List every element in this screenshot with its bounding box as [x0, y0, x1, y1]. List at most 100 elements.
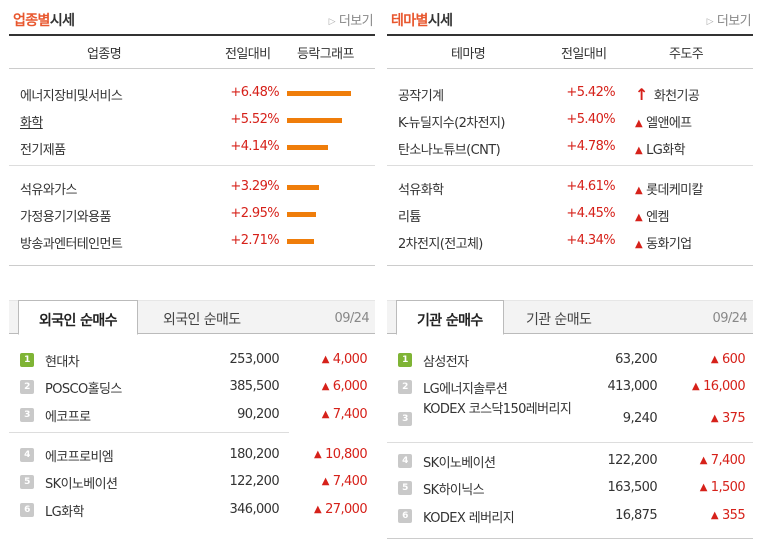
theme-row[interactable]: 석유화학 +4.61% ▲ 롯데케미칼	[387, 174, 753, 201]
industry-name[interactable]: 가정용기기와용품	[20, 210, 111, 225]
theme-leader[interactable]: ▲ LG화학	[635, 139, 686, 158]
foreign-row[interactable]: 1 현대차 253,000 ▲ 4,000	[9, 349, 375, 375]
theme-leader-name[interactable]: 엔켐	[646, 210, 669, 225]
stock-name[interactable]: LG화학	[45, 505, 84, 520]
theme-row[interactable]: 탄소나노튜브(CNT) +4.78% ▲ LG화학	[387, 134, 753, 161]
theme-more-link[interactable]: ▷ 더보기	[706, 14, 752, 29]
theme-change: +4.45%	[566, 206, 615, 221]
theme-leader-name[interactable]: 엘앤에프	[646, 116, 692, 131]
rank-badge: 1	[398, 353, 412, 367]
foreign-row[interactable]: 4 에코프로비엠 180,200 ▲ 10,800	[9, 444, 375, 470]
stock-price: 346,000	[229, 502, 279, 517]
up-triangle-icon: ▲	[699, 482, 708, 493]
theme-leader-name[interactable]: 화천기공	[653, 89, 700, 104]
stock-name[interactable]: 에코프로비엠	[45, 450, 114, 465]
institution-panel: 기관 순매수 기관 순매도 09/24 1 삼성전자 63,200 ▲ 600 2 LG에너…	[387, 300, 753, 543]
tab-institution-sell[interactable]: 기관 순매도	[526, 312, 592, 328]
industry-name[interactable]: 화학	[20, 116, 43, 131]
foreign-row[interactable]: 2 POSCO홀딩스 385,500 ▲ 6,000	[9, 376, 375, 402]
theme-name[interactable]: K-뉴딜지수(2차전지)	[398, 116, 505, 131]
theme-leader[interactable]: ▲ 엘앤에프	[635, 112, 692, 131]
industry-row[interactable]: 가정용기기와용품 +2.95%	[9, 201, 375, 228]
stock-name[interactable]: POSCO홀딩스	[45, 382, 122, 397]
col-industry-name: 업종명	[87, 47, 122, 62]
rank-badge: 2	[20, 380, 34, 394]
theme-name[interactable]: 탄소나노튜브(CNT)	[398, 143, 501, 158]
theme-name[interactable]: 석유화학	[398, 183, 444, 198]
stock-diff-value: 7,400	[332, 407, 368, 422]
institution-row[interactable]: 5 SK하이닉스 163,500 ▲ 1,500	[387, 477, 753, 503]
theme-leader-name[interactable]: 롯데케미칼	[646, 183, 703, 198]
institution-row[interactable]: 3 KODEX 코스닥150레버리지 9,240 ▲ 375	[387, 402, 753, 434]
industry-more-link[interactable]: ▷ 더보기	[328, 14, 374, 29]
stock-price: 180,200	[229, 447, 279, 462]
table-bottom-line	[387, 538, 753, 539]
theme-row[interactable]: 공작기계 +5.42% ↑ 화천기공	[387, 80, 753, 107]
stock-name[interactable]: SK하이닉스	[423, 483, 485, 498]
stock-diff-value: 375	[721, 411, 746, 426]
stock-name[interactable]: 삼성전자	[423, 355, 469, 370]
industry-change: +6.48%	[230, 85, 279, 100]
up-triangle-icon: ▲	[321, 354, 330, 365]
up-triangle-icon: ▲	[635, 212, 643, 223]
tab-foreign-sell[interactable]: 외국인 순매도	[163, 312, 241, 328]
theme-leader[interactable]: ▲ 동화기업	[635, 233, 692, 252]
foreign-row[interactable]: 5 SK이노베이션 122,200 ▲ 7,400	[9, 471, 375, 497]
up-triangle-icon: ▲	[635, 239, 643, 250]
industry-row[interactable]: 전기제품 +4.14%	[9, 134, 375, 161]
theme-header: 테마별시세 ▷ 더보기	[387, 0, 753, 36]
industry-row[interactable]: 에너지장비및서비스 +6.48%	[9, 80, 375, 107]
industry-change: +5.52%	[230, 112, 279, 127]
stock-name[interactable]: KODEX 레버리지	[423, 511, 515, 526]
institution-row[interactable]: 2 LG에너지솔루션 413,000 ▲ 16,000	[387, 376, 753, 402]
institution-row[interactable]: 1 삼성전자 63,200 ▲ 600	[387, 349, 753, 375]
industry-bar	[287, 145, 328, 150]
rank-badge: 3	[398, 412, 412, 426]
theme-leader[interactable]: ▲ 엔켐	[635, 206, 669, 225]
stock-name[interactable]: SK이노베이션	[423, 456, 496, 471]
stock-name[interactable]: SK이노베이션	[45, 477, 118, 492]
foreign-panel: 외국인 순매수 외국인 순매도 09/24 1 현대차 253,000 ▲ 4,000 2…	[9, 300, 375, 543]
theme-title[interactable]: 테마별시세	[391, 13, 453, 29]
industry-row[interactable]: 석유와가스 +3.29%	[9, 174, 375, 201]
theme-column-header: 테마명 전일대비 주도주	[387, 36, 753, 69]
institution-row[interactable]: 6 KODEX 레버리지 16,875 ▲ 355	[387, 505, 753, 531]
industry-row[interactable]: 방송과엔터테인먼트 +2.71%	[9, 228, 375, 255]
stock-name[interactable]: 에코프로	[45, 410, 91, 425]
stock-diff: ▲ 1,500	[699, 480, 746, 495]
stock-name[interactable]: LG에너지솔루션	[423, 382, 508, 397]
industry-header: 업종별시세 ▷ 더보기	[9, 0, 375, 36]
institution-row[interactable]: 4 SK이노베이션 122,200 ▲ 7,400	[387, 450, 753, 476]
theme-leader[interactable]: ↑ 화천기공	[635, 85, 700, 104]
rank-badge: 5	[398, 481, 412, 495]
theme-name[interactable]: 공작기계	[398, 89, 444, 104]
stock-name[interactable]: KODEX 코스닥150레버리지	[423, 402, 572, 417]
industry-title[interactable]: 업종별시세	[13, 13, 75, 29]
industry-name[interactable]: 에너지장비및서비스	[20, 89, 123, 104]
up-triangle-icon: ▲	[710, 354, 719, 365]
foreign-row[interactable]: 3 에코프로 90,200 ▲ 7,400	[9, 404, 375, 430]
col-change: 전일대비	[561, 47, 607, 62]
industry-row[interactable]: 화학 +5.52%	[9, 107, 375, 134]
theme-row[interactable]: K-뉴딜지수(2차전지) +5.40% ▲ 엘앤에프	[387, 107, 753, 134]
stock-diff-value: 16,000	[703, 379, 745, 394]
row-divider	[9, 432, 289, 433]
theme-leader-name[interactable]: LG화학	[646, 143, 685, 158]
tab-foreign-buy[interactable]: 외국인 순매수	[18, 300, 138, 335]
theme-row[interactable]: 2차전지(전고체) +4.34% ▲ 동화기업	[387, 228, 753, 255]
stock-price: 63,200	[615, 352, 657, 367]
theme-name[interactable]: 2차전지(전고체)	[398, 237, 483, 252]
tab-institution-buy[interactable]: 기관 순매수	[396, 300, 504, 335]
stock-name[interactable]: 현대차	[45, 355, 80, 370]
col-change: 전일대비	[225, 47, 271, 62]
foreign-row[interactable]: 6 LG화학 346,000 ▲ 27,000	[9, 499, 375, 525]
theme-name[interactable]: 리튬	[398, 210, 421, 225]
stock-diff-value: 4,000	[332, 352, 368, 367]
industry-name[interactable]: 방송과엔터테인먼트	[20, 237, 123, 252]
theme-row[interactable]: 리튬 +4.45% ▲ 엔켐	[387, 201, 753, 228]
theme-leader[interactable]: ▲ 롯데케미칼	[635, 179, 704, 198]
theme-leader-name[interactable]: 동화기업	[646, 237, 692, 252]
stock-diff-value: 1,500	[710, 480, 746, 495]
industry-name[interactable]: 석유와가스	[20, 183, 77, 198]
industry-name[interactable]: 전기제품	[20, 143, 66, 158]
